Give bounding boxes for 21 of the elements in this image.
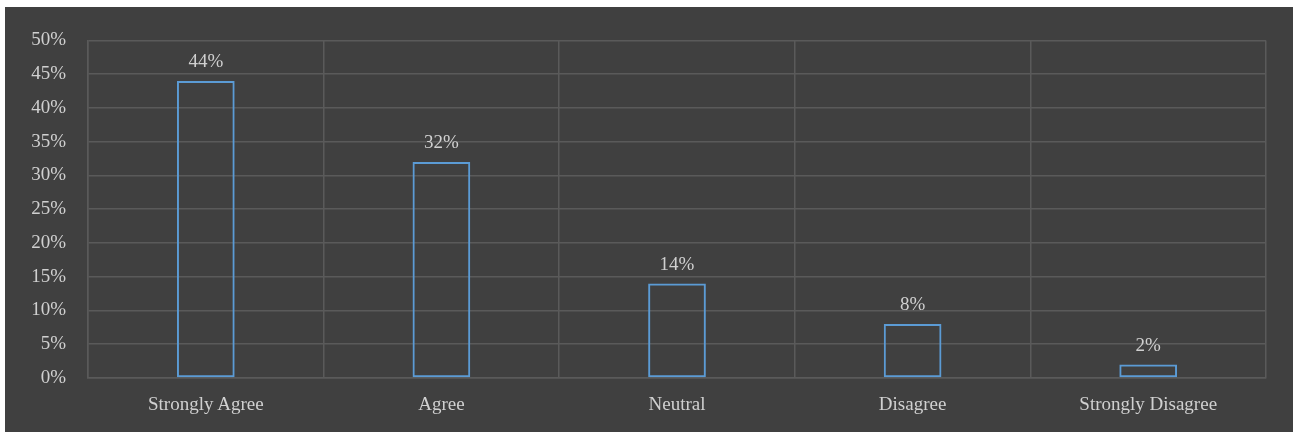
y-tick-label: 20% [31,230,67,252]
y-tick-label: 25% [31,197,67,219]
x-tick-label: Neutral [648,393,706,415]
x-tick-label: Agree [418,393,465,415]
y-tick-label: 5% [40,332,67,354]
data-label: 14% [659,252,695,274]
data-label: 2% [1135,333,1162,355]
data-label: 32% [423,131,459,153]
y-tick-label: 15% [31,264,67,286]
x-tick-label: Disagree [878,393,947,415]
y-tick-label: 0% [40,365,67,387]
y-tick-label: 10% [31,298,67,320]
y-tick-label: 50% [31,28,67,50]
data-label: 44% [188,50,224,72]
y-tick-label: 35% [31,129,67,151]
y-tick-label: 40% [31,95,67,117]
data-label: 8% [899,293,926,315]
y-tick-label: 30% [31,163,67,185]
y-tick-label: 45% [31,62,67,84]
x-tick-label: Strongly Agree [148,393,264,415]
x-tick-label: Strongly Disagree [1079,393,1218,415]
